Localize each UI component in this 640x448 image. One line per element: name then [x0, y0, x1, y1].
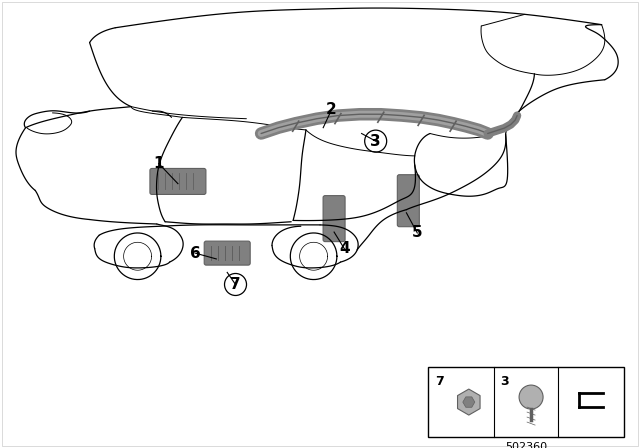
Text: 7: 7: [436, 375, 444, 388]
FancyBboxPatch shape: [323, 196, 345, 241]
Text: 6: 6: [190, 246, 200, 261]
Text: 1: 1: [154, 156, 164, 171]
Text: 502360: 502360: [505, 442, 547, 448]
Text: 5: 5: [412, 225, 422, 241]
Text: 3: 3: [371, 134, 381, 149]
Circle shape: [519, 385, 543, 409]
FancyBboxPatch shape: [150, 168, 206, 194]
Text: 2: 2: [326, 102, 337, 117]
FancyBboxPatch shape: [397, 175, 419, 227]
Polygon shape: [458, 389, 480, 415]
Text: 7: 7: [230, 277, 241, 292]
Text: 3: 3: [500, 375, 509, 388]
Bar: [428, 367, 624, 437]
Text: 4: 4: [339, 241, 349, 256]
Polygon shape: [463, 397, 475, 407]
FancyBboxPatch shape: [204, 241, 250, 265]
